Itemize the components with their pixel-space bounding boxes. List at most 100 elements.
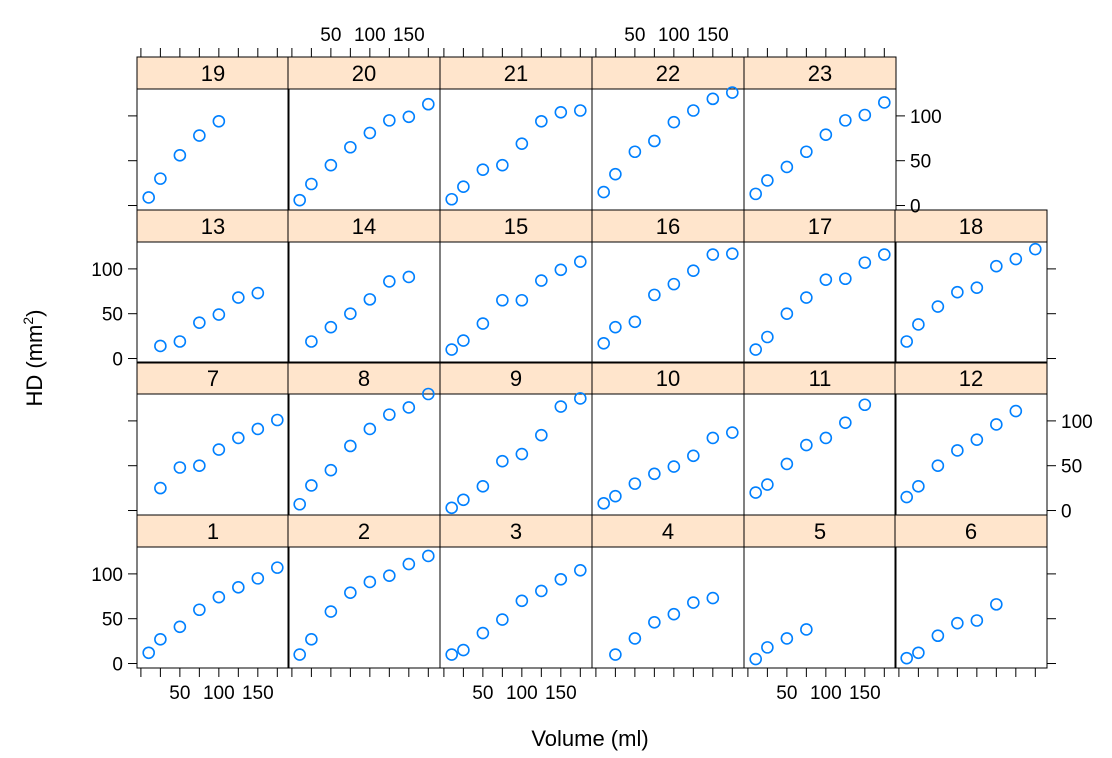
- data-point: [574, 392, 587, 405]
- data-point: [515, 293, 529, 307]
- data-point: [173, 335, 187, 348]
- x-tick-label: 50: [776, 683, 797, 704]
- panel-17: 17: [743, 209, 897, 364]
- data-point: [878, 248, 891, 261]
- x-axis-top-col-3: [440, 48, 592, 58]
- data-point: [142, 646, 155, 660]
- y-axis-left-row-4: 0 50 100: [91, 565, 137, 676]
- data-point: [212, 590, 226, 604]
- data-point: [402, 401, 416, 414]
- data-point: [193, 603, 206, 617]
- y-axis-label-main: HD: [22, 375, 47, 407]
- panel-plot-area: [287, 546, 441, 669]
- y-axis-left-row-3: [128, 420, 137, 512]
- data-point: [574, 104, 587, 117]
- x-tick-label: 150: [545, 683, 577, 704]
- panel-strip-label: 16: [656, 214, 680, 239]
- data-point: [726, 426, 739, 439]
- panel-strip: [136, 361, 290, 395]
- y-tick-label: 100: [91, 260, 123, 281]
- data-point: [193, 129, 206, 142]
- x-tick-label: 150: [849, 683, 881, 704]
- x-axis-bottom-col-3: 50 100 150: [440, 667, 592, 704]
- data-point: [761, 478, 774, 491]
- data-point: [554, 263, 568, 277]
- data-point: [142, 191, 155, 204]
- panel-strip-label: 8: [358, 366, 370, 391]
- data-point: [515, 594, 529, 608]
- panel-strip-label: 22: [656, 61, 680, 86]
- data-point: [212, 308, 226, 321]
- data-point: [363, 575, 377, 589]
- data-point: [554, 400, 568, 413]
- x-tick-label: 150: [242, 683, 274, 704]
- data-point: [515, 447, 529, 461]
- panel-plot-area: [743, 88, 897, 211]
- data-point: [363, 126, 377, 140]
- data-point: [554, 106, 568, 119]
- data-point: [154, 172, 167, 185]
- panel-strip-label: 4: [662, 519, 674, 544]
- data-point: [931, 300, 945, 313]
- data-point: [597, 497, 610, 510]
- data-point: [761, 174, 774, 187]
- data-point: [858, 256, 872, 269]
- data-point: [687, 264, 700, 277]
- data-point: [687, 596, 700, 609]
- panel-23: 23: [743, 56, 897, 211]
- y-axis-right-row-4: [1047, 573, 1056, 665]
- data-point: [535, 274, 548, 287]
- panel-plot-area: [591, 241, 745, 364]
- data-point: [878, 96, 891, 109]
- panel-strip-label: 15: [504, 214, 528, 239]
- data-point: [819, 128, 833, 142]
- data-point: [761, 330, 774, 344]
- y-axis-right-row-3: 0 50 100: [1047, 412, 1093, 523]
- x-tick-label: 50: [472, 683, 493, 704]
- data-point: [422, 97, 435, 111]
- data-point: [496, 158, 509, 172]
- data-point: [839, 272, 852, 286]
- panel-8: 8: [287, 361, 441, 516]
- data-point: [344, 140, 357, 154]
- panel-7: 7: [136, 361, 290, 516]
- data-point: [173, 620, 187, 634]
- panel-strip-label: 11: [809, 366, 832, 391]
- panel-11: 11: [743, 361, 897, 516]
- data-point: [293, 497, 306, 511]
- panel-plot-area: [287, 393, 441, 516]
- panel-strip-label: 9: [510, 366, 522, 391]
- x-axis-top-col-1: [137, 48, 289, 58]
- data-point: [597, 336, 610, 350]
- data-point: [535, 428, 548, 442]
- data-point: [839, 114, 852, 127]
- data-point: [305, 633, 318, 646]
- data-point: [628, 632, 642, 645]
- data-point: [445, 192, 458, 206]
- panel-20: 20: [287, 56, 441, 211]
- data-point: [422, 549, 435, 563]
- data-point: [232, 581, 245, 594]
- data-point: [154, 339, 167, 353]
- data-point: [305, 479, 318, 492]
- x-tick-label: 100: [658, 25, 690, 46]
- data-point: [858, 108, 872, 122]
- data-point: [609, 320, 622, 334]
- y-tick-label: 0: [1061, 502, 1072, 523]
- x-tick-label: 100: [354, 25, 386, 46]
- x-tick-label: 50: [169, 683, 190, 704]
- y-tick-label: 100: [91, 565, 123, 586]
- data-point: [476, 626, 490, 640]
- x-axis-top-col-2: 50 100 150: [288, 25, 440, 58]
- data-point: [383, 275, 396, 288]
- data-point: [305, 335, 318, 348]
- data-point: [648, 615, 661, 629]
- panel-19: 19: [136, 56, 290, 211]
- x-axis-bottom-col-1: 50 100 150: [137, 667, 289, 704]
- data-point: [900, 651, 913, 665]
- panel-strip-label: 5: [814, 519, 826, 544]
- data-point: [648, 467, 661, 481]
- data-point: [990, 418, 1003, 431]
- x-axis-bottom-col-5: 50 100 150: [744, 667, 896, 704]
